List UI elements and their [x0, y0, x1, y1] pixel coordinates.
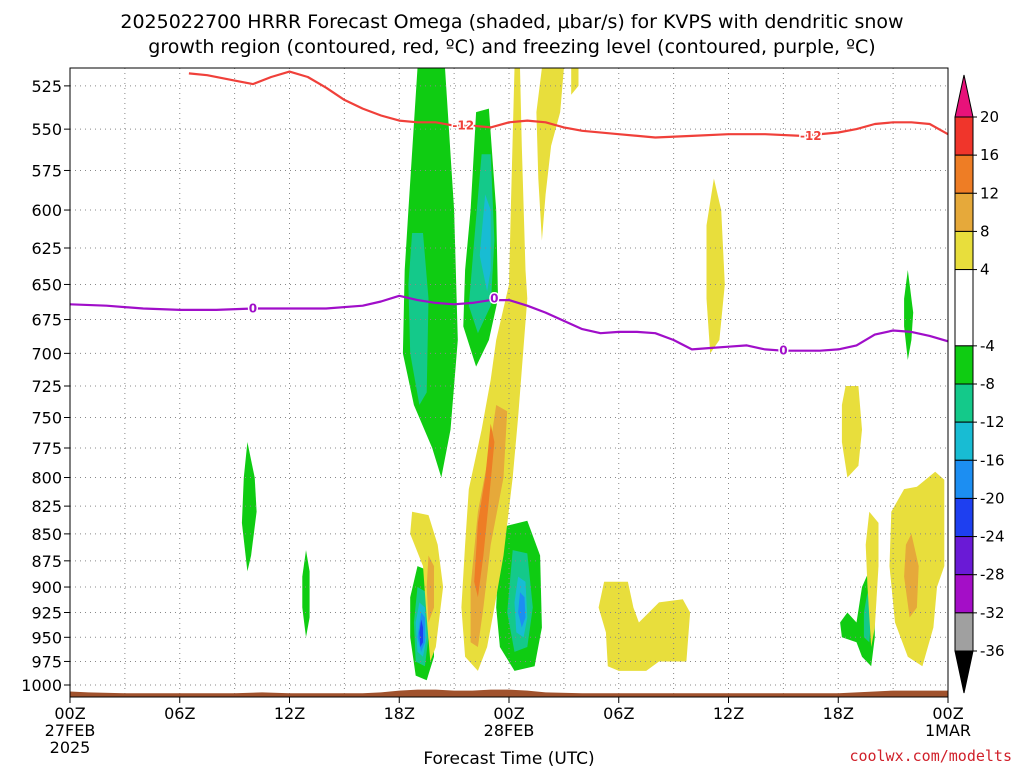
- y-axis: 525 550 575 600 625 650 675 700 725 750 775 800 825 8…: [21, 77, 70, 695]
- y-tick-label-675: 675: [31, 311, 62, 330]
- colorbar-tick-label--8: -8: [980, 375, 995, 393]
- y-tick-label-525: 525: [31, 77, 62, 96]
- colorbar-bin-1: [955, 117, 973, 155]
- colorbar-tick-label-12: 12: [980, 184, 999, 202]
- freezing-level-label-2: 0: [779, 344, 787, 358]
- y-tick-label-775: 775: [31, 439, 62, 458]
- colorbar-bin-2: [955, 155, 973, 193]
- dgz-contour-label-0: -12: [452, 119, 474, 133]
- y-tick-label-800: 800: [31, 469, 62, 488]
- y-tick-label-825: 825: [31, 497, 62, 516]
- y-tick-label-650: 650: [31, 275, 62, 294]
- plot-area: -12 -12 0 0 0: [70, 68, 948, 697]
- colorbar-tick-label--16: -16: [980, 451, 1005, 469]
- x-tick-label-42-0: 18Z: [823, 704, 854, 723]
- colorbar-bin-6: [955, 346, 973, 384]
- freezing-level-label-0: 0: [249, 301, 257, 315]
- x-tick-label-6-0: 06Z: [164, 704, 195, 723]
- colorbar-bin-8: [955, 422, 973, 460]
- y-tick-label-625: 625: [31, 239, 62, 258]
- colorbar-bottom-triangle: [955, 651, 973, 693]
- y-tick-label-950: 950: [31, 628, 62, 647]
- colorbar-tick-label--4: -4: [980, 337, 995, 355]
- y-tick-label-1000: 1000: [21, 676, 62, 695]
- x-tick-label-48-1: 1MAR: [925, 721, 971, 740]
- credit-text: coolwx.com/modelts: [849, 747, 1012, 765]
- colorbar-tick-label--36: -36: [980, 642, 1005, 660]
- colorbar-tick-label-20: 20: [980, 108, 999, 126]
- colorbar-tick-label--24: -24: [980, 528, 1005, 546]
- chart-canvas: 2025022700 HRRR Forecast Omega (shaded, …: [0, 0, 1024, 768]
- colorbar-bin-3: [955, 193, 973, 231]
- colorbar-bin-12: [955, 575, 973, 613]
- colorbar-tick-label--32: -32: [980, 604, 1005, 622]
- y-tick-label-925: 925: [31, 604, 62, 623]
- x-tick-label-30-0: 06Z: [603, 704, 634, 723]
- y-tick-label-975: 975: [31, 652, 62, 671]
- y-tick-label-875: 875: [31, 552, 62, 571]
- y-tick-label-750: 750: [31, 409, 62, 428]
- y-tick-label-575: 575: [31, 161, 62, 180]
- y-tick-label-600: 600: [31, 201, 62, 220]
- x-tick-label-18-0: 18Z: [384, 704, 415, 723]
- colorbar-tick-label-8: 8: [980, 222, 990, 240]
- colorbar-bin-4: [955, 231, 973, 269]
- y-tick-label-700: 700: [31, 344, 62, 363]
- y-tick-label-725: 725: [31, 377, 62, 396]
- colorbar-bin-11: [955, 537, 973, 575]
- x-tick-label-0-2: 2025: [50, 738, 91, 757]
- colorbar-tick-label--28: -28: [980, 566, 1005, 584]
- y-tick-label-850: 850: [31, 525, 62, 544]
- x-tick-label-36-0: 12Z: [713, 704, 744, 723]
- colorbar: 20 16 12 8 4 -4 -8 -12 -16 -20 -24 -28 -32 -36: [955, 75, 1005, 693]
- chart-title-line-1: 2025022700 HRRR Forecast Omega (shaded, …: [120, 11, 903, 33]
- chart-title-line-2: growth region (contoured, red, ºC) and f…: [148, 36, 875, 58]
- dgz-contour-label-1: -12: [800, 129, 822, 143]
- y-tick-label-900: 900: [31, 578, 62, 597]
- freezing-level-label-1: 0: [490, 292, 498, 306]
- colorbar-tick-label-4: 4: [980, 261, 990, 279]
- x-tick-label-12-0: 12Z: [274, 704, 305, 723]
- x-axis-label: Forecast Time (UTC): [423, 749, 594, 768]
- colorbar-tick-label--12: -12: [980, 413, 1005, 431]
- colorbar-top-triangle: [955, 75, 973, 117]
- colorbar-bin-5: [955, 270, 973, 346]
- y-tick-label-550: 550: [31, 120, 62, 139]
- colorbar-bin-7: [955, 384, 973, 422]
- x-tick-label-24-1: 28FEB: [484, 721, 535, 740]
- colorbar-tick-label--20: -20: [980, 489, 1005, 507]
- colorbar-bin-9: [955, 460, 973, 498]
- colorbar-tick-label-16: 16: [980, 146, 999, 164]
- colorbar-bin-10: [955, 498, 973, 536]
- colorbar-bin-13: [955, 613, 973, 651]
